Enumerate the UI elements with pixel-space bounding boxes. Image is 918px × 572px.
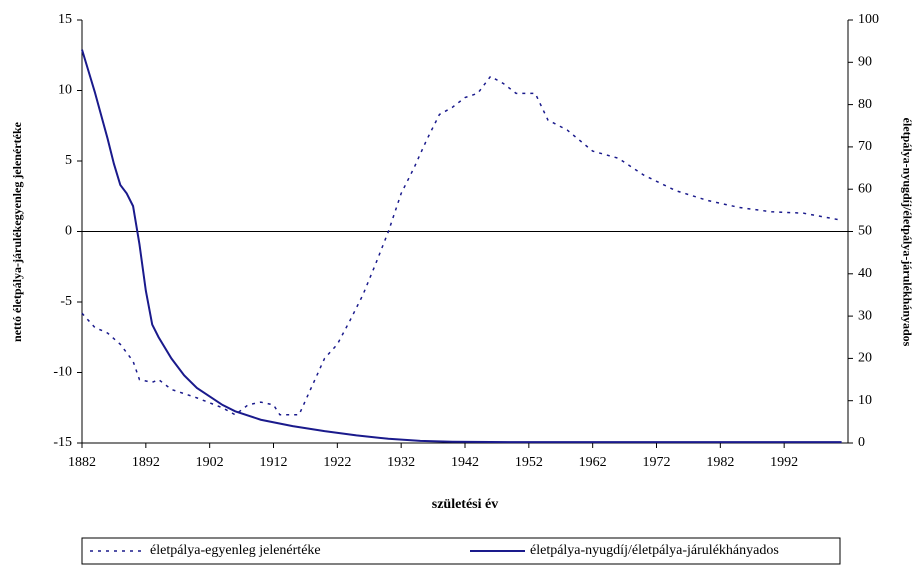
x-tick-label: 1932: [387, 455, 415, 470]
y-tick-label: -10: [53, 365, 72, 380]
legend-box: [81, 537, 841, 565]
x-tick-label: 1992: [770, 455, 798, 470]
y-tick-label: 5: [65, 153, 72, 168]
y-axis-label: nettó életpálya-járulékegyenleg jelenért…: [10, 121, 24, 342]
x-tick-label: 1982: [706, 455, 734, 470]
y2-tick-label: 0: [858, 435, 865, 450]
y2-tick-label: 30: [858, 308, 872, 323]
y2-tick-label: 70: [858, 139, 872, 154]
y-tick-label: 0: [65, 224, 72, 239]
series-line: [81, 75, 842, 416]
series-line: [81, 49, 842, 444]
y2-tick-label: 90: [858, 55, 872, 70]
legend-label: életpálya-egyenleg jelenértéke: [150, 543, 321, 558]
x-tick-label: 1892: [132, 455, 160, 470]
y2-tick-label: 40: [858, 266, 872, 281]
x-axis-label: születési év: [432, 497, 498, 512]
x-tick-label: 1902: [196, 455, 224, 470]
y2-tick-label: 60: [858, 181, 872, 196]
y-tick-label: -15: [53, 435, 72, 450]
x-tick-label: 1912: [260, 455, 288, 470]
y2-axis-label: életpálya-nyugdíj/életpálya-járulékhánya…: [900, 118, 914, 347]
y2-tick-label: 20: [858, 351, 872, 366]
y-tick-label: -5: [60, 294, 72, 309]
x-tick-label: 1922: [323, 455, 351, 470]
y2-tick-label: 50: [858, 224, 872, 239]
y2-tick-label: 100: [858, 12, 879, 27]
y-tick-label: 15: [58, 12, 72, 27]
x-tick-label: 1952: [515, 455, 543, 470]
x-tick-label: 1962: [579, 455, 607, 470]
x-tick-label: 1942: [451, 455, 479, 470]
y-tick-label: 10: [58, 83, 72, 98]
y2-tick-label: 80: [858, 97, 872, 112]
legend-label: életpálya-nyugdíj/életpálya-járulékhánya…: [530, 543, 779, 558]
x-tick-label: 1972: [643, 455, 671, 470]
y2-tick-label: 10: [858, 393, 872, 408]
x-tick-label: 1882: [68, 455, 96, 470]
